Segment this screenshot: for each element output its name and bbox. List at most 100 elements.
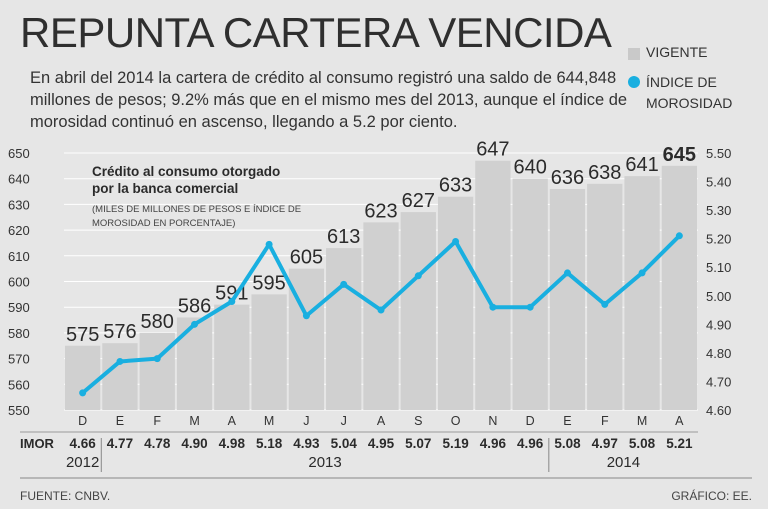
bar-value-label: 595 xyxy=(252,272,285,294)
left-axis-tick: 570 xyxy=(8,352,30,367)
intro-text: En abril del 2014 la cartera de crédito … xyxy=(30,69,628,131)
month-label: F xyxy=(153,414,161,428)
bar-value-label: 627 xyxy=(402,190,435,212)
bar xyxy=(549,188,586,410)
bar-value-label: 586 xyxy=(178,295,211,317)
month-label: M xyxy=(637,414,647,428)
inner-chart-subtitle-line1: (MILES DE MILLONES DE PESOS E ÍNDICE DE xyxy=(92,204,301,215)
bar-value-label: 647 xyxy=(476,139,509,161)
imor-value: 5.04 xyxy=(331,436,358,451)
month-label: J xyxy=(303,414,309,428)
imor-value: 5.08 xyxy=(554,436,581,451)
month-label: A xyxy=(228,414,237,428)
month-label: M xyxy=(264,414,274,428)
bar xyxy=(102,343,138,410)
imor-value: 4.78 xyxy=(144,436,171,451)
morosidad-point xyxy=(526,303,534,311)
legend-dot-icon xyxy=(628,76,640,88)
morosidad-point xyxy=(116,357,124,365)
month-label: F xyxy=(601,414,609,428)
bar-value-label: 575 xyxy=(66,324,99,346)
year-label: 2014 xyxy=(607,454,640,471)
imor-value: 5.07 xyxy=(405,436,431,451)
bar-value-label: 638 xyxy=(588,162,621,184)
imor-value: 4.95 xyxy=(368,436,395,451)
imor-value: 4.98 xyxy=(219,436,246,451)
imor-value: 4.77 xyxy=(107,436,133,451)
month-label: E xyxy=(563,414,571,428)
imor-value: 5.18 xyxy=(256,436,283,451)
morosidad-point xyxy=(452,238,460,246)
bar-value-label: 576 xyxy=(103,321,136,343)
morosidad-point xyxy=(302,312,310,320)
left-axis-tick: 640 xyxy=(8,172,30,187)
month-label: D xyxy=(78,414,87,428)
imor-value: 4.66 xyxy=(70,436,97,451)
imor-value: 4.96 xyxy=(480,436,507,451)
bar-value-label: 633 xyxy=(439,175,472,197)
right-axis-tick: 5.20 xyxy=(706,232,731,247)
left-axis-tick: 630 xyxy=(8,197,30,212)
morosidad-point xyxy=(265,240,273,248)
morosidad-point xyxy=(377,306,385,314)
legend-square-icon xyxy=(628,48,640,60)
imor-value: 5.19 xyxy=(442,436,468,451)
bar xyxy=(624,176,660,410)
morosidad-point xyxy=(340,280,348,288)
bar xyxy=(139,332,175,410)
morosidad-point xyxy=(601,300,609,308)
right-axis-tick: 4.80 xyxy=(706,346,731,361)
bar xyxy=(251,294,287,410)
legend-vigente-label: VIGENTE xyxy=(646,44,708,60)
imor-value: 5.21 xyxy=(666,436,693,451)
right-axis-tick: 5.00 xyxy=(706,289,731,304)
legend: VIGENTE ÍNDICE DE MOROSIDAD xyxy=(626,44,768,114)
month-label: D xyxy=(526,414,535,428)
morosidad-point xyxy=(228,297,236,305)
bar-value-label: 580 xyxy=(141,311,174,333)
imor-value: 4.97 xyxy=(592,436,618,451)
bar-value-label: 623 xyxy=(364,200,397,222)
year-label: 2013 xyxy=(308,454,341,471)
bar xyxy=(661,165,697,410)
left-axis-tick: 600 xyxy=(8,275,30,290)
inner-chart-title-line1: Crédito al consumo otorgado xyxy=(92,164,280,179)
legend-morosidad-label: ÍNDICE DE MOROSIDAD xyxy=(646,74,733,111)
bar xyxy=(437,196,474,410)
bar xyxy=(65,345,101,410)
left-axis-tick: 580 xyxy=(8,326,30,341)
legend-vigente: VIGENTE xyxy=(626,44,768,60)
inner-chart-subtitle-line2: MOROSIDAD EN PORCENTAJE) xyxy=(92,218,235,229)
imor-value: 4.96 xyxy=(517,436,544,451)
imor-value: 4.90 xyxy=(181,436,207,451)
bar xyxy=(214,304,250,410)
year-label: 2012 xyxy=(66,454,99,471)
month-label: E xyxy=(116,414,124,428)
imor-value: 4.93 xyxy=(293,436,320,451)
left-axis-tick: 560 xyxy=(8,377,30,392)
month-label: A xyxy=(675,414,684,428)
morosidad-point xyxy=(675,232,683,240)
morosidad-point xyxy=(414,272,422,280)
right-axis-tick: 5.40 xyxy=(706,175,731,190)
imor-value: 5.08 xyxy=(629,436,656,451)
imor-row-label: IMOR xyxy=(20,436,55,451)
legend-morosidad: ÍNDICE DE MOROSIDAD xyxy=(626,72,768,114)
month-label: M xyxy=(189,414,199,428)
right-axis-tick: 5.10 xyxy=(706,260,731,275)
bar xyxy=(326,248,362,410)
morosidad-point xyxy=(153,355,161,363)
bar-value-label: 605 xyxy=(290,247,323,269)
morosidad-point xyxy=(489,303,497,311)
month-label: S xyxy=(414,414,422,428)
month-label: J xyxy=(341,414,347,428)
chart-title: REPUNTA CARTERA VENCIDA xyxy=(20,9,612,56)
graphic-credit: GRÁFICO: EE. xyxy=(671,489,752,503)
bar-value-label: 613 xyxy=(327,226,360,248)
month-label: N xyxy=(488,414,497,428)
bar-value-label: 641 xyxy=(625,154,658,176)
bar-value-label: 645 xyxy=(663,144,696,166)
bar xyxy=(587,183,623,410)
left-axis-tick: 590 xyxy=(8,300,30,315)
morosidad-point xyxy=(563,269,571,277)
